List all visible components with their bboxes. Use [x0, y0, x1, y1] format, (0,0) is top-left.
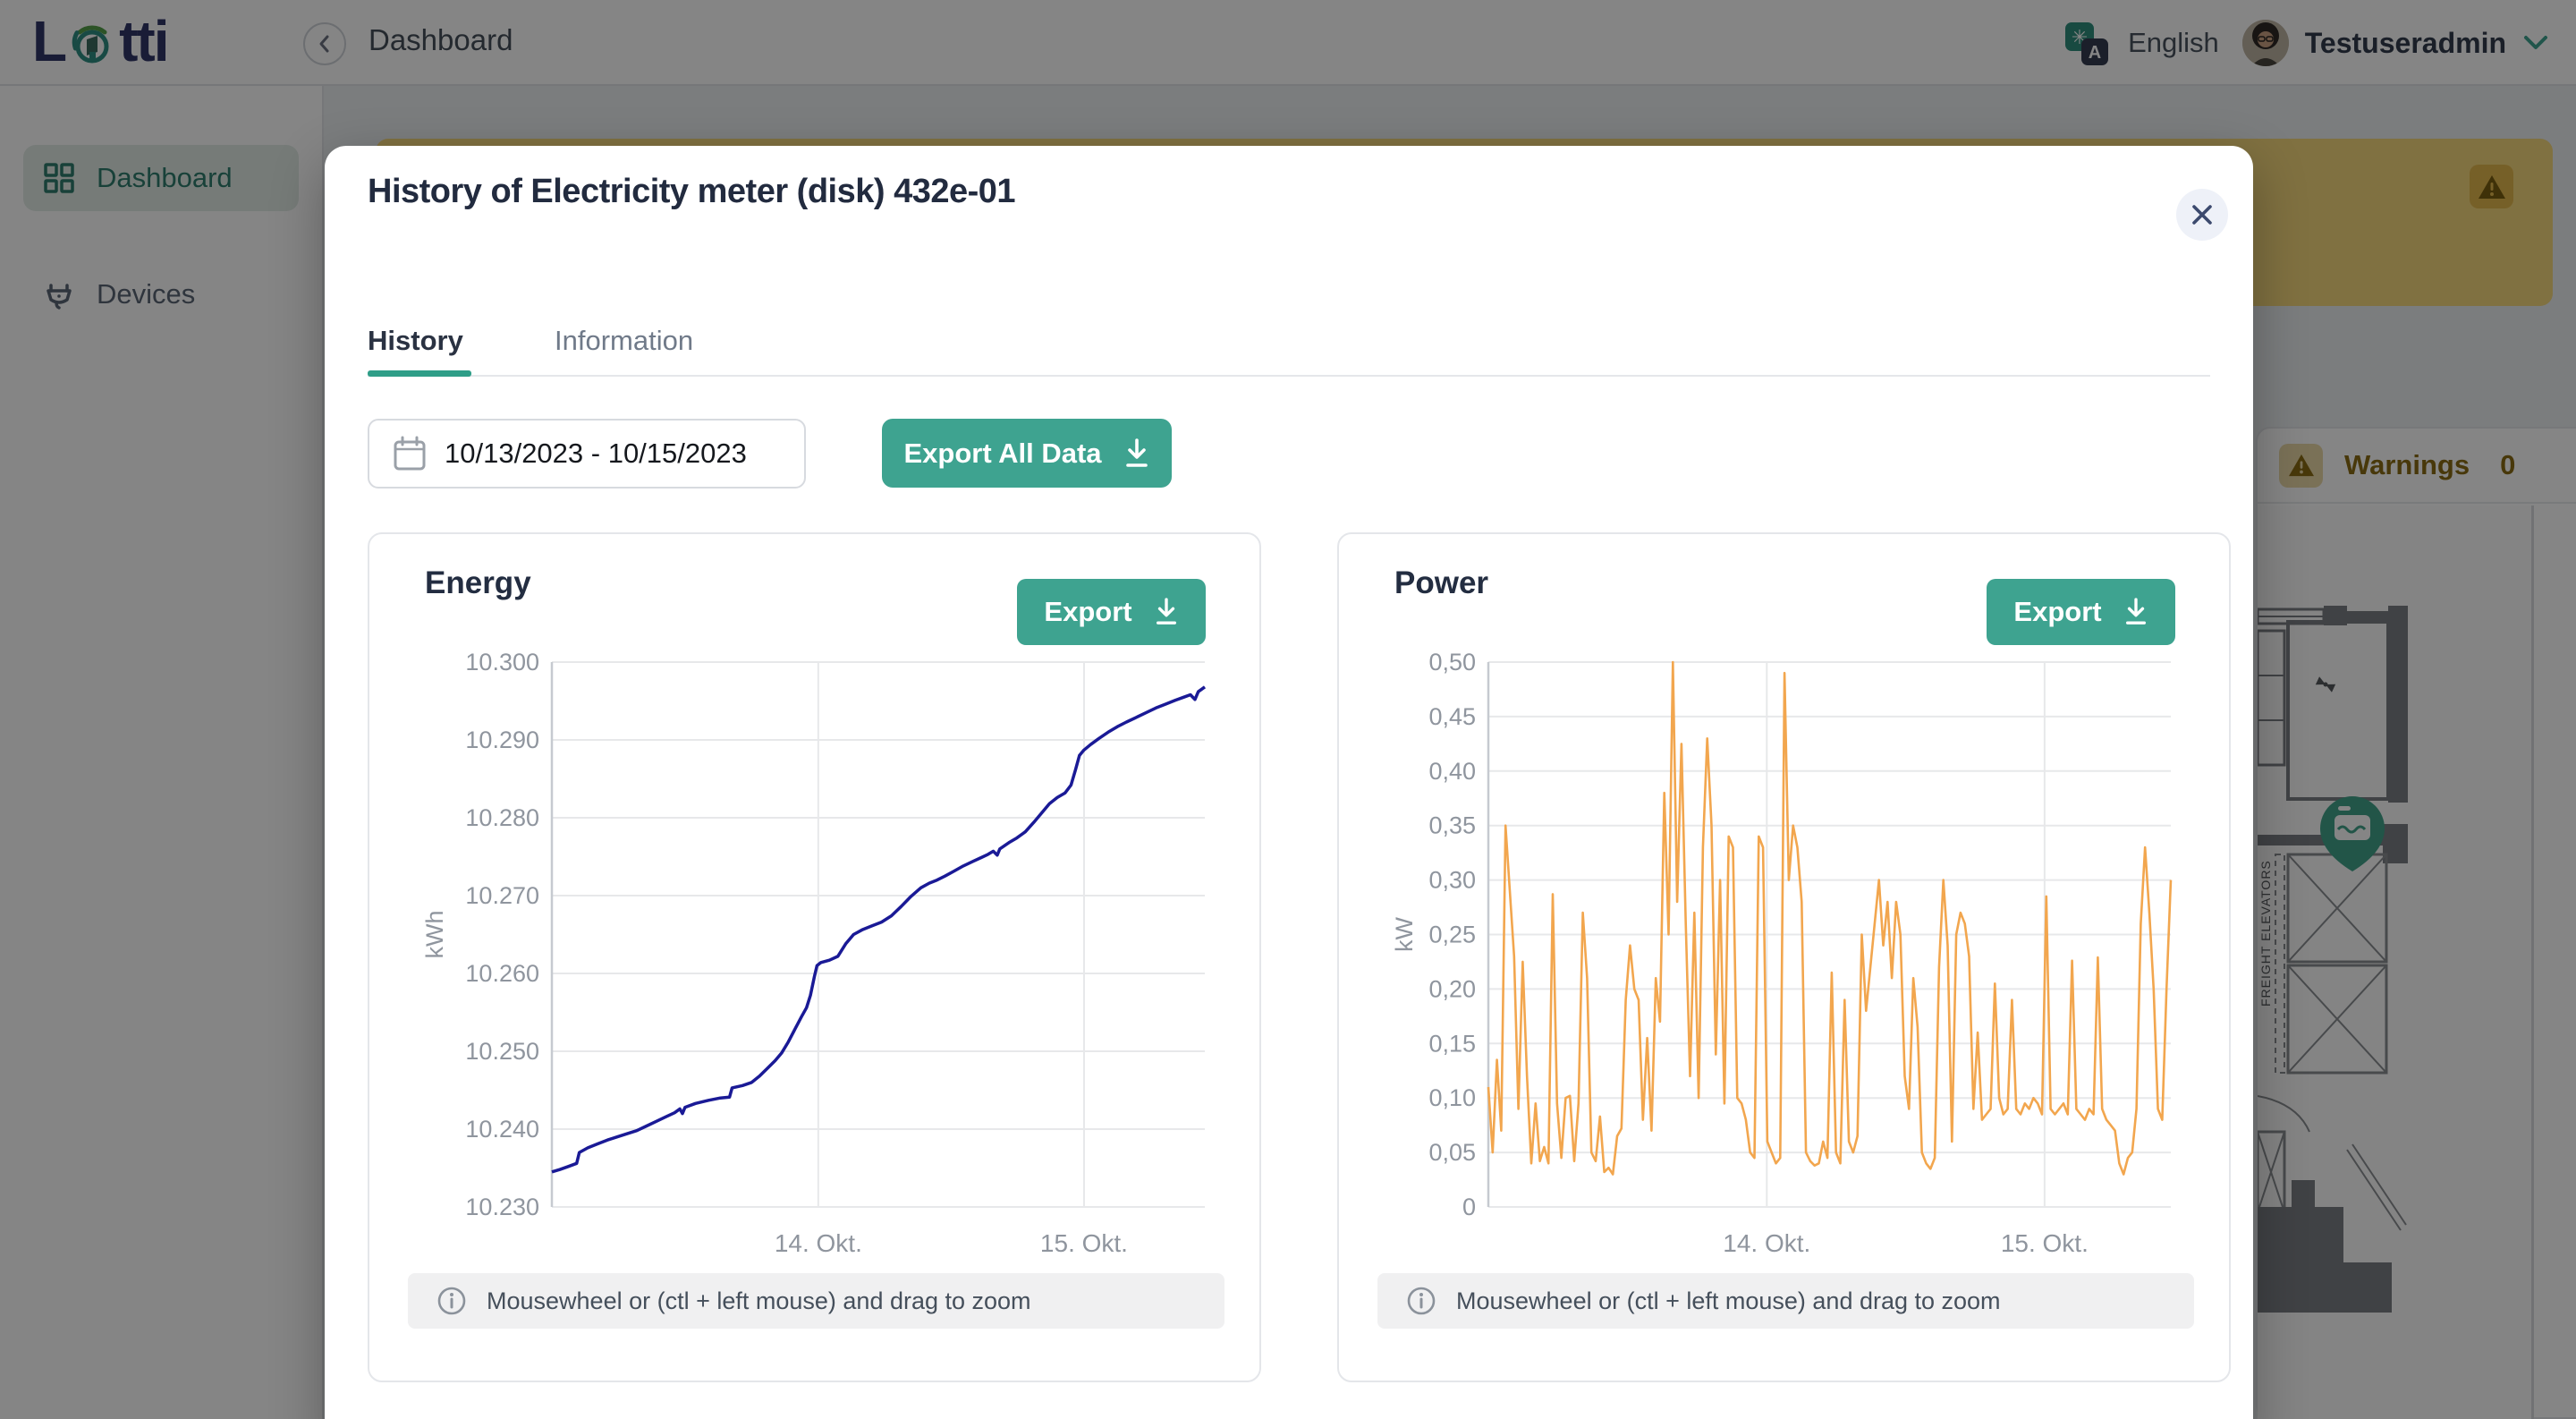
svg-text:kW: kW: [1391, 916, 1418, 952]
svg-text:10.230: 10.230: [465, 1194, 539, 1220]
svg-text:10.290: 10.290: [465, 726, 539, 753]
energy-export-button[interactable]: Export: [1017, 579, 1206, 645]
tab-history[interactable]: History: [368, 325, 463, 356]
logo-text-left: L: [32, 9, 67, 73]
svg-text:0,20: 0,20: [1428, 975, 1476, 1002]
svg-text:0,10: 0,10: [1428, 1084, 1476, 1111]
svg-text:0,40: 0,40: [1428, 758, 1476, 785]
svg-text:14. Okt.: 14. Okt.: [775, 1229, 862, 1257]
warnings-card: Warnings 0: [2256, 427, 2576, 1419]
warnings-count-badge: 0: [2500, 449, 2516, 480]
topbar-right: ✳ A English Testuserad: [2058, 0, 2549, 86]
power-export-button[interactable]: Export: [1987, 579, 2175, 645]
power-zoom-hint: Mousewheel or (ctl + left mouse) and dra…: [1377, 1273, 2194, 1329]
energy-card: Energy Export 10.300 10.290 10.280 10.270 10…: [368, 532, 1261, 1382]
chevron-left-icon: [319, 35, 329, 53]
sidebar-item-label: Devices: [97, 278, 196, 310]
sidebar: Dashboard Devices: [0, 86, 324, 1419]
translate-icon: ✳ A: [2065, 22, 2109, 65]
sidebar-item-label: Dashboard: [97, 162, 233, 193]
svg-text:0,05: 0,05: [1428, 1139, 1476, 1166]
svg-text:15. Okt.: 15. Okt.: [1040, 1229, 1128, 1257]
energy-zoom-hint: Mousewheel or (ctl + left mouse) and dra…: [408, 1273, 1224, 1329]
svg-text:kWh: kWh: [421, 911, 448, 959]
plug-icon: [47, 284, 72, 310]
tabs-divider: [368, 375, 2210, 377]
svg-text:14. Okt.: 14. Okt.: [1723, 1229, 1810, 1257]
app-logo[interactable]: L tti: [32, 9, 170, 73]
plan-scroll-edge[interactable]: [2531, 506, 2534, 1419]
svg-text:0,50: 0,50: [1428, 650, 1476, 676]
hint-text: Mousewheel or (ctl + left mouse) and dra…: [1456, 1287, 2001, 1314]
warning-banner-chip: [2470, 165, 2513, 208]
user-name: Testuseradmin: [2304, 26, 2506, 59]
export-label: Export: [2013, 596, 2102, 627]
date-range-input[interactable]: 10/13/2023 - 10/15/2023: [368, 419, 806, 489]
download-icon: [1156, 598, 1176, 625]
svg-text:10.300: 10.300: [465, 650, 539, 676]
page-title: Dashboard: [369, 23, 513, 56]
close-icon: [2192, 205, 2212, 225]
topbar: L tti Dashboard ✳ A: [0, 0, 2576, 86]
svg-text:0,15: 0,15: [1428, 1030, 1476, 1057]
plan-label: FREIGHT ELEVATORS: [2258, 860, 2273, 1007]
controls-row: 10/13/2023 - 10/15/2023 Export All Data: [368, 419, 1172, 489]
device-pin[interactable]: [2320, 796, 2385, 871]
floor-plan: FREIGHT ELEVATORS: [2258, 506, 2531, 1419]
hint-text: Mousewheel or (ctl + left mouse) and dra…: [487, 1287, 1031, 1314]
tab-bar: History Information: [368, 325, 2210, 377]
download-icon: [1125, 438, 1148, 467]
energy-card-title: Energy: [425, 565, 531, 600]
modal-title: History of Electricity meter (disk) 432e…: [368, 173, 1016, 210]
energy-chart[interactable]: 10.300 10.290 10.280 10.270 10.260 10.250 10.2…: [369, 650, 1263, 1268]
svg-text:15. Okt.: 15. Okt.: [2001, 1229, 2089, 1257]
svg-text:10.280: 10.280: [465, 804, 539, 831]
chevron-down-icon: [2524, 36, 2547, 49]
svg-text:A: A: [2089, 43, 2101, 63]
svg-text:10.250: 10.250: [465, 1038, 539, 1065]
active-tab-indicator: [368, 370, 471, 377]
language-switcher[interactable]: ✳ A English: [2058, 15, 2219, 71]
warnings-chip: [2279, 443, 2323, 488]
export-all-data-button[interactable]: Export All Data: [882, 419, 1172, 488]
calendar-icon: [394, 436, 426, 471]
logo-gauge-icon: [72, 25, 109, 64]
back-button[interactable]: [303, 22, 346, 65]
power-card-title: Power: [1394, 565, 1489, 600]
svg-text:0,30: 0,30: [1428, 867, 1476, 894]
close-button[interactable]: [2176, 189, 2228, 241]
download-icon: [2125, 598, 2146, 625]
user-menu[interactable]: Testuseradmin: [2241, 20, 2549, 66]
fan-icon: [2315, 676, 2336, 693]
power-card: Power Export 0,50 0,45 0,40 0,35 0,30 0,25 0,2…: [1337, 532, 2231, 1382]
svg-text:10.260: 10.260: [465, 960, 539, 987]
info-icon: [437, 1287, 466, 1315]
history-modal: History of Electricity meter (disk) 432e…: [325, 146, 2253, 1419]
sidebar-item-dashboard[interactable]: Dashboard: [23, 145, 299, 211]
export-all-label: Export All Data: [903, 437, 1102, 469]
svg-text:10.240: 10.240: [465, 1116, 539, 1143]
warnings-title: Warnings: [2344, 449, 2470, 480]
tab-information[interactable]: Information: [555, 325, 694, 356]
warnings-header: Warnings 0: [2258, 429, 2576, 504]
date-range-value: 10/13/2023 - 10/15/2023: [445, 438, 747, 469]
sidebar-item-devices[interactable]: Devices: [23, 261, 299, 327]
svg-text:10.270: 10.270: [465, 882, 539, 909]
power-chart[interactable]: 0,50 0,45 0,40 0,35 0,30 0,25 0,20 0,15 0,10 0,05…: [1339, 650, 2233, 1268]
warning-triangle-icon: [2478, 174, 2505, 199]
avatar: [2241, 20, 2289, 66]
svg-text:0,45: 0,45: [1428, 703, 1476, 730]
svg-text:0,35: 0,35: [1428, 812, 1476, 839]
svg-text:0: 0: [1462, 1194, 1476, 1220]
logo-text-right: tti: [119, 9, 169, 73]
grid-icon: [44, 163, 74, 193]
svg-text:0,25: 0,25: [1428, 922, 1476, 948]
warning-triangle-icon: [2288, 454, 2314, 477]
export-label: Export: [1044, 596, 1132, 627]
language-label: English: [2128, 27, 2219, 58]
info-icon: [1407, 1287, 1436, 1315]
